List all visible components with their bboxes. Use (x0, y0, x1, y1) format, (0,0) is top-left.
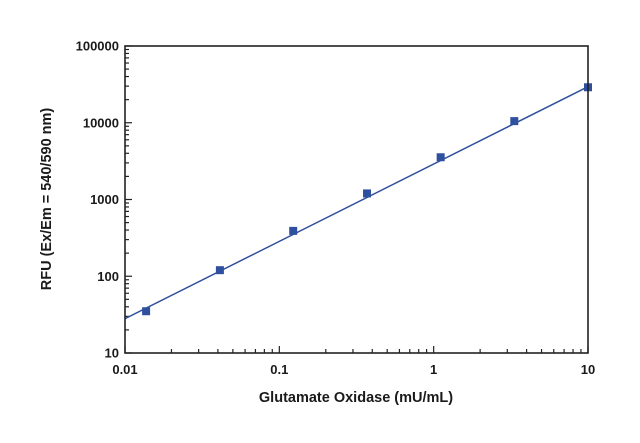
x-tick-label: 10 (581, 362, 595, 377)
data-point (436, 153, 445, 162)
x-tick-label: 0.1 (270, 362, 288, 377)
y-axis-title: RFU (Ex/Em = 540/590 nm) (39, 108, 55, 291)
y-tick-label: 100000 (76, 39, 119, 54)
data-point (363, 189, 372, 198)
x-tick-label: 1 (430, 362, 437, 377)
fit-line (124, 86, 589, 320)
ticks (124, 45, 589, 354)
y-tick-label: 10000 (83, 115, 119, 130)
data-point (215, 266, 224, 275)
x-axis-title: Glutamate Oxidase (mU/mL) (259, 390, 453, 406)
tick-labels: 0.01 0.1 1 10 10 100 1000 10000 100000 (76, 39, 596, 378)
data-point (142, 307, 151, 316)
x-tick-label: 0.01 (112, 362, 137, 377)
plot-frame (124, 45, 589, 354)
data-point (510, 117, 519, 126)
y-tick-label: 10 (105, 346, 119, 361)
y-tick-label: 100 (97, 269, 119, 284)
y-tick-label: 1000 (90, 192, 119, 207)
data-point (289, 226, 298, 235)
